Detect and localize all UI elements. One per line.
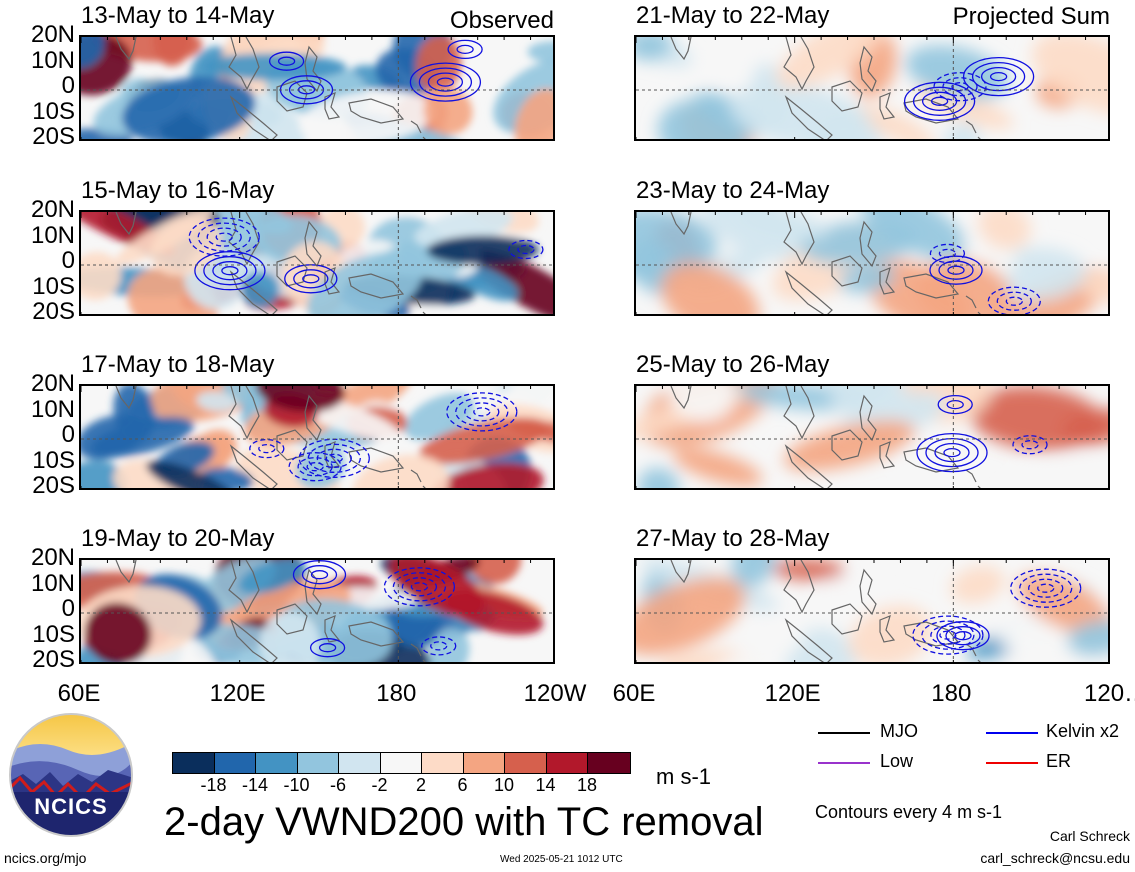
lat-label-3-4: 20S [32,472,75,499]
legend-label-kelvin: Kelvin x2 [1046,721,1120,741]
lon-label-left-2: 180 [376,680,417,707]
lat-label-2-2: 0 [61,247,75,274]
colorbar-swatch-9 [546,753,588,773]
lat-label-2-1: 10N [30,221,75,249]
panel-title-observed-2: 15-May to 16-May [81,177,275,204]
colorbar-label-5: 2 [415,775,427,795]
map-panel-projected-3 [634,384,1110,490]
panel-title-projected-2: 23-May to 24-May [636,177,830,204]
colorbar-swatch-3 [297,753,339,773]
colorbar-swatch-1 [214,753,256,773]
map-panel-observed-4 [79,558,555,664]
footer-author: Carl Schreck [1049,828,1130,844]
lat-label-1-1: 10N [30,46,75,74]
lon-label-right-0: 60E [612,680,656,707]
footer-timestamp: Wed 2025-05-21 1012 UTC [500,854,623,865]
colorbar-label-1: -14 [241,775,269,795]
projected-sum-label: Projected Sum [952,3,1110,30]
lat-label-1-2: 0 [61,72,75,99]
panel-title-observed-3: 17-May to 18-May [81,351,275,378]
legend-label-er: ER [1046,751,1072,771]
lat-label-3-2: 0 [61,421,75,448]
colorbar-label-2: -10 [283,775,310,795]
colorbar-swatch-4 [339,753,381,773]
panel-title-projected-1: 21-May to 22-May [636,2,830,29]
observed-label: Observed [449,7,554,34]
map-panel-projected-2 [634,210,1110,316]
colorbar-label-3: -6 [329,775,347,795]
map-panel-observed-1 [79,35,555,141]
lon-label-right-2: 180 [931,680,972,707]
legend-label-mjo: MJO [880,721,918,741]
legend-line-mjo [818,732,870,734]
panel-title-projected-4: 27-May to 28-May [636,525,830,552]
colorbar-swatch-2 [256,753,298,773]
panel-title-observed-1: 13-May to 14-May [81,2,275,29]
lat-label-4-0: 20N [30,544,75,571]
lat-label-3-3: 10S [32,446,75,474]
colorbar-swatch-5 [380,753,422,773]
legend-label-low: Low [880,751,914,771]
colorbar-label-7: 10 [493,775,515,795]
logo-text: NCICS [34,794,108,819]
lat-label-2-3: 10S [32,272,75,300]
lat-label-2-0: 20N [30,196,75,223]
lon-label-right-3: 120… [1084,680,1135,707]
panel-title-observed-4: 19-May to 20-May [81,525,275,552]
lat-label-1-0: 20N [30,21,75,48]
lat-label-3-1: 10N [30,395,75,423]
colorbar-label-4: -2 [371,775,388,795]
main-title: 2-day VWND200 with TC removal [164,800,764,844]
lat-label-3-0: 20N [30,370,75,397]
colorbar-label-6: 6 [457,775,468,795]
colorbar-swatch-0 [173,753,215,773]
legend-line-low [818,762,870,764]
legend-line-er [986,762,1038,764]
colorbar [172,752,631,774]
lon-label-left-1: 120E [209,680,266,707]
lat-label-4-1: 10N [30,569,75,597]
lat-label-4-2: 0 [61,595,75,622]
lat-label-2-4: 20S [32,298,75,325]
lat-label-1-3: 10S [32,97,75,125]
colorbar-label-0: -18 [200,775,227,795]
footer-email[interactable]: carl_schreck@ncsu.edu [980,850,1130,866]
map-panel-projected-1 [634,35,1110,141]
panel-title-projected-3: 25-May to 26-May [636,351,830,378]
colorbar-label-8: 14 [535,775,556,795]
map-panel-observed-2 [79,210,555,316]
legend-line-kelvin [986,732,1038,734]
contour-interval-note: Contours every 4 m s-1 [815,802,1003,822]
lon-label-left-3: 120W [523,680,587,707]
colorbar-swatch-7 [463,753,505,773]
colorbar-swatch-8 [505,753,547,773]
map-panel-observed-3 [79,384,555,490]
lon-label-right-1: 120E [764,680,821,707]
map-panel-projected-4 [634,558,1110,664]
lon-label-left-0: 60E [57,680,101,707]
footer-url[interactable]: ncics.org/mjo [4,850,87,866]
colorbar-swatch-10 [588,753,630,773]
lat-label-1-4: 20S [32,123,75,150]
colorbar-units: m s-1 [656,764,711,789]
colorbar-label-9: 18 [576,775,598,795]
lat-label-4-4: 20S [32,646,75,673]
colorbar-swatch-6 [422,753,464,773]
lat-label-4-3: 10S [32,620,75,648]
ncics-logo: NCICS [8,712,134,838]
